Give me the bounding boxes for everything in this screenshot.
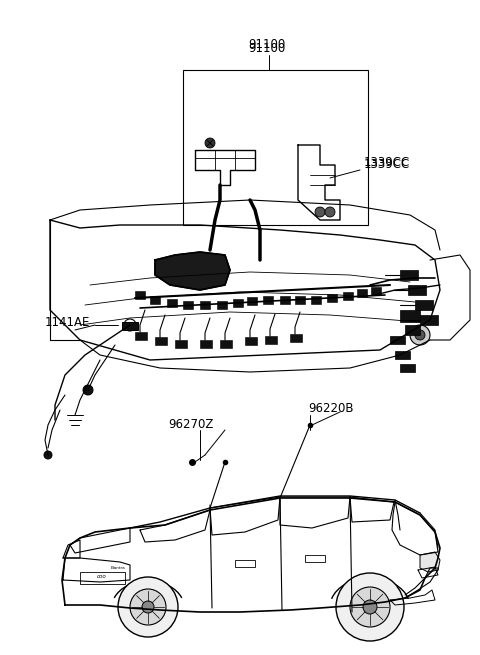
Bar xyxy=(220,340,232,348)
Bar xyxy=(405,325,420,335)
Circle shape xyxy=(325,207,335,217)
Bar xyxy=(122,322,138,330)
Bar xyxy=(400,310,420,322)
Bar xyxy=(400,364,415,372)
Bar xyxy=(233,299,243,307)
Bar xyxy=(415,300,433,310)
Circle shape xyxy=(350,587,390,627)
Bar xyxy=(167,299,177,307)
Text: Elantra: Elantra xyxy=(110,566,125,570)
Bar xyxy=(395,351,410,359)
Circle shape xyxy=(130,589,166,625)
Bar xyxy=(265,336,277,344)
Circle shape xyxy=(44,451,52,459)
Bar xyxy=(408,285,426,295)
Polygon shape xyxy=(420,552,440,572)
Bar xyxy=(311,296,321,304)
Circle shape xyxy=(142,601,154,613)
Bar xyxy=(183,301,193,309)
Bar xyxy=(80,572,125,584)
Bar xyxy=(295,296,305,304)
Circle shape xyxy=(83,385,93,395)
Bar xyxy=(343,292,353,300)
Text: coo: coo xyxy=(97,574,107,580)
Bar xyxy=(400,270,418,280)
Bar xyxy=(247,297,257,305)
Bar xyxy=(135,332,147,340)
Circle shape xyxy=(205,138,215,148)
Circle shape xyxy=(410,325,430,345)
Bar xyxy=(280,296,290,304)
Circle shape xyxy=(415,330,425,340)
Bar xyxy=(371,287,381,295)
Polygon shape xyxy=(155,252,230,290)
Circle shape xyxy=(315,207,325,217)
Bar xyxy=(305,555,325,562)
Bar xyxy=(175,340,187,348)
Bar xyxy=(263,296,273,304)
Text: 96220B: 96220B xyxy=(308,402,353,415)
Bar xyxy=(420,315,438,325)
Circle shape xyxy=(336,573,404,641)
Bar xyxy=(150,296,160,304)
Bar xyxy=(390,336,405,344)
Bar xyxy=(183,70,368,225)
Bar xyxy=(245,337,257,345)
Text: 96270Z: 96270Z xyxy=(168,419,214,432)
Bar xyxy=(135,291,145,299)
Bar xyxy=(200,340,212,348)
Text: 91100: 91100 xyxy=(248,39,285,52)
Bar xyxy=(327,294,337,302)
Circle shape xyxy=(118,577,178,637)
Bar xyxy=(200,301,210,309)
Text: 1141AE: 1141AE xyxy=(45,316,90,329)
Circle shape xyxy=(363,600,377,614)
Bar xyxy=(217,301,227,309)
Bar xyxy=(357,289,367,297)
Text: 91100: 91100 xyxy=(248,41,285,54)
Text: 1339CC: 1339CC xyxy=(364,155,410,168)
Bar xyxy=(235,560,255,567)
Bar xyxy=(290,334,302,342)
Text: 1339CC: 1339CC xyxy=(364,159,410,172)
Bar xyxy=(155,337,167,345)
